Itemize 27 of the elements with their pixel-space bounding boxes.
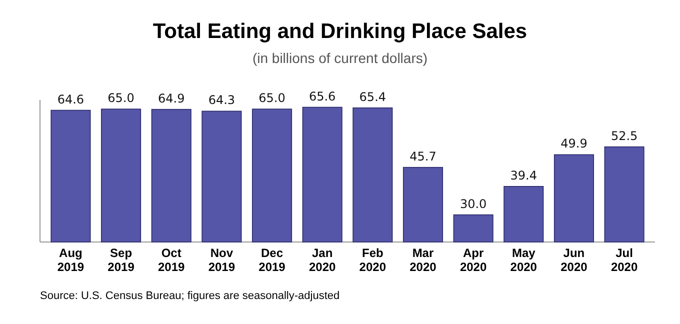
x-tick-label: Apr 2020 [460, 246, 487, 274]
x-tick-label: Jun 2020 [560, 246, 588, 274]
data-label: 64.3 [208, 93, 236, 108]
data-label: 30.0 [460, 196, 487, 211]
x-tick-label: Jan 2020 [308, 246, 336, 274]
x-tick-label: May 2020 [510, 246, 538, 274]
x-tick-label: Jul 2020 [610, 246, 638, 274]
data-label: 45.7 [410, 149, 436, 164]
data-label: 65.0 [108, 91, 134, 106]
data-label: 64.6 [57, 92, 84, 106]
chart-subtitle: (in billions of current dollars) [252, 50, 428, 66]
source-note: Source: U.S. Census Bureau; figures are seasonally-adjusted [40, 290, 340, 302]
x-tick-label: Feb 2020 [359, 246, 386, 274]
x-tick-label: Nov 2019 [208, 246, 236, 274]
data-label: 65.6 [308, 89, 336, 104]
x-tick-label: Mar 2020 [410, 246, 437, 274]
x-tick-label: Oct 2019 [158, 246, 186, 274]
data-label: 65.4 [359, 90, 386, 104]
data-label: 39.4 [510, 168, 538, 182]
data-label: 65.0 [258, 91, 286, 106]
data-label: 52.5 [610, 128, 638, 143]
x-tick-label: Aug 2019 [57, 246, 84, 274]
x-tick-label: Sep 2019 [108, 246, 135, 274]
chart-title: Total Eating and Drinking Place Sales [152, 20, 528, 43]
data-label: 49.9 [560, 136, 588, 151]
x-tick-label: Dec 2019 [258, 246, 286, 274]
data-label: 64.9 [158, 91, 185, 106]
